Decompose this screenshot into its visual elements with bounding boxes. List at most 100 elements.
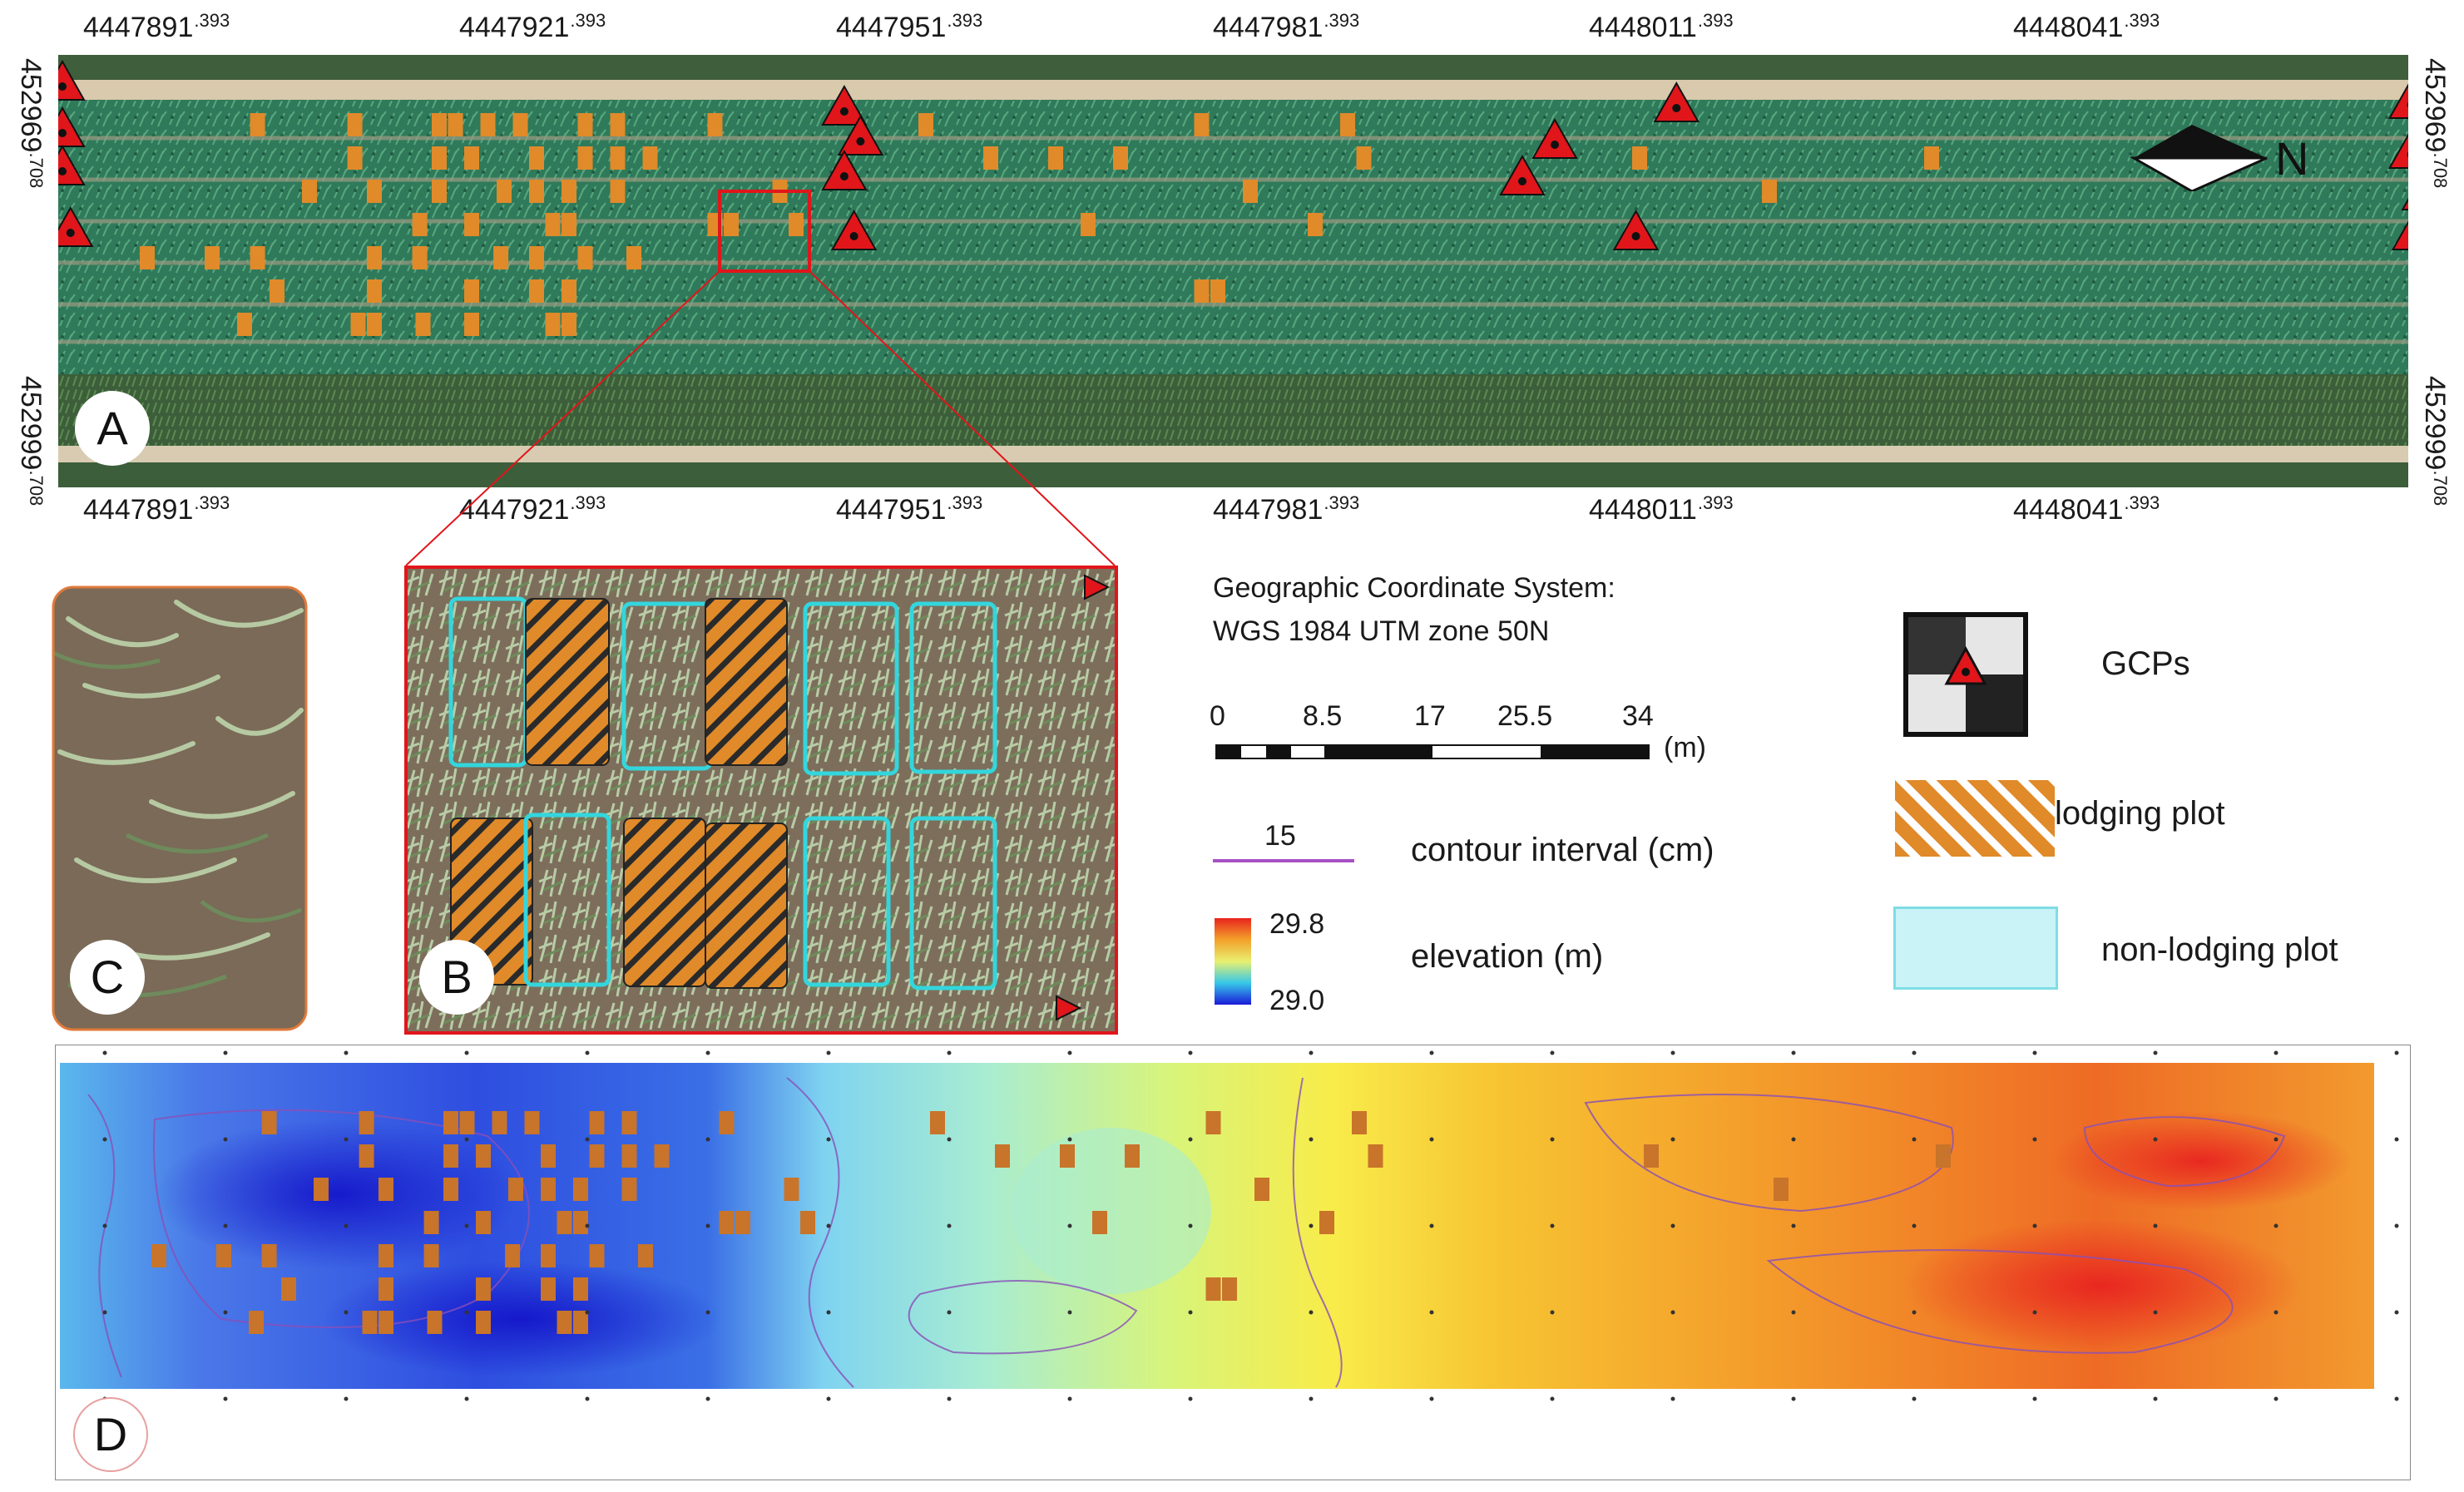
gcp-marker <box>2391 220 2408 250</box>
grid-dot <box>223 1310 228 1315</box>
gcp-marker <box>2387 133 2408 169</box>
lodging-plot-marker <box>719 1111 735 1134</box>
lodging-plot-marker <box>557 1311 572 1334</box>
grid-dot <box>826 1223 831 1228</box>
lodging-plot-marker <box>529 180 544 203</box>
gcp-center <box>66 229 75 237</box>
gcp-marker <box>1531 117 1578 159</box>
lodging-plot-marker <box>423 1244 439 1267</box>
grid-dot <box>826 1050 831 1055</box>
contour-label: contour interval (cm) <box>1411 832 1714 868</box>
lodging-plot-marker <box>541 1244 556 1267</box>
lodging-plot-marker <box>412 246 428 269</box>
crs-line-1: Geographic Coordinate System: <box>1213 572 1615 604</box>
lodging-plot <box>525 598 610 766</box>
lodging-plot-marker <box>562 279 576 303</box>
grid-dot <box>705 1223 710 1228</box>
grid-dot <box>1188 1137 1193 1142</box>
grid-dot <box>705 1137 710 1142</box>
bottom-coord-3: 4447951.393 <box>836 492 983 526</box>
lodging-plot-marker <box>362 1311 378 1334</box>
lodging-plot-marker <box>654 1144 670 1168</box>
grid-dot <box>223 1223 228 1228</box>
grid-dot <box>585 1137 590 1142</box>
lodging-plot-marker <box>1194 113 1210 136</box>
lodging-plot-marker <box>621 1144 637 1168</box>
non-lodging-plot <box>803 601 899 776</box>
lodging-plot <box>705 598 788 766</box>
grid-dot <box>344 1310 349 1315</box>
lodging-plot-marker <box>800 1211 815 1234</box>
grid-dot <box>1791 1050 1796 1055</box>
grid-dot <box>947 1396 952 1401</box>
elevation-label: elevation (m) <box>1411 938 1604 975</box>
lodging-plot-marker <box>562 180 576 203</box>
lodging-plot-marker <box>573 1211 588 1234</box>
scale-bar-segment <box>1432 745 1541 758</box>
lodging-plot-marker <box>573 1178 588 1201</box>
zoom-connector <box>405 270 1116 566</box>
lodging-plot-marker <box>577 246 593 269</box>
grid-dot <box>464 1137 469 1142</box>
lodging-plot-marker <box>1210 279 1225 303</box>
top-coord-2: 4447921.393 <box>459 10 606 43</box>
grid-dot <box>2394 1310 2399 1315</box>
lodging-plot-marker <box>541 1277 556 1301</box>
lodging-plot-marker <box>1125 1144 1140 1168</box>
lodging-plot-marker <box>427 1311 443 1334</box>
top-coord-6: 4448041.393 <box>2013 10 2160 43</box>
lodging-plot-marker <box>930 1111 945 1134</box>
grid-dot <box>1912 1396 1917 1401</box>
grid-dot <box>1188 1396 1193 1401</box>
lodging-plot-marker <box>529 146 544 170</box>
lodging-plot-marker <box>638 1244 653 1267</box>
lodging-plot-marker <box>1048 146 1063 170</box>
grid-dot <box>1550 1223 1555 1228</box>
lodging-plot-marker <box>545 313 561 336</box>
grid-dot <box>2394 1137 2399 1142</box>
lodging-legend-swatch <box>1895 780 2055 857</box>
grid-dot <box>1067 1137 1072 1142</box>
lodging-plot-marker <box>443 1178 458 1201</box>
scale-tick-1: 8.5 <box>1303 700 1343 732</box>
panel-label-d: D <box>73 1397 148 1472</box>
lodging-plot-marker <box>589 1111 605 1134</box>
grid-dot <box>102 1137 107 1142</box>
lodging-plot-marker <box>448 113 463 136</box>
scale-bar-segment <box>1241 745 1266 758</box>
gcp-marker <box>821 84 868 126</box>
lodging-plot-marker <box>347 146 363 170</box>
grid-dot <box>2394 1050 2399 1055</box>
lodging-plot-marker <box>1644 1144 1659 1168</box>
lodging-plot-marker <box>1092 1211 1107 1234</box>
lodging-plot-marker <box>562 313 576 336</box>
grid-dot <box>344 1137 349 1142</box>
grid-dot <box>1670 1223 1675 1228</box>
lodging-plot-marker <box>443 1111 458 1134</box>
grid-dot <box>1429 1137 1434 1142</box>
lodging-plot-marker <box>415 313 431 336</box>
lodging-plot-marker <box>423 1211 439 1234</box>
grid-dot <box>2153 1223 2158 1228</box>
lodging-plot-marker <box>724 213 739 236</box>
grid-dot <box>223 1137 228 1142</box>
lodging-plot-marker <box>626 246 641 269</box>
non-lodging-plot <box>523 813 611 987</box>
lodging-plot-marker <box>1194 279 1210 303</box>
grid-dot <box>1791 1223 1796 1228</box>
lodging-plot-marker <box>735 1211 750 1234</box>
lodging-plot-marker <box>621 1111 637 1134</box>
lodging-plot-marker <box>379 1311 393 1334</box>
lodging-plot-marker <box>379 1178 393 1201</box>
lodging-plot-marker <box>508 1178 523 1201</box>
grid-dot <box>102 1050 107 1055</box>
gcp-marker <box>837 114 884 156</box>
lodging-plot-marker <box>573 1311 588 1334</box>
lodging-plot-marker <box>577 113 593 136</box>
grid-dot <box>1670 1310 1675 1315</box>
lodging-plot-marker <box>1254 1178 1269 1201</box>
lodging-plot-marker <box>573 1277 588 1301</box>
grid-dot <box>1309 1137 1314 1142</box>
lodging-plot-marker <box>250 246 265 269</box>
grid-dot <box>1670 1137 1675 1142</box>
